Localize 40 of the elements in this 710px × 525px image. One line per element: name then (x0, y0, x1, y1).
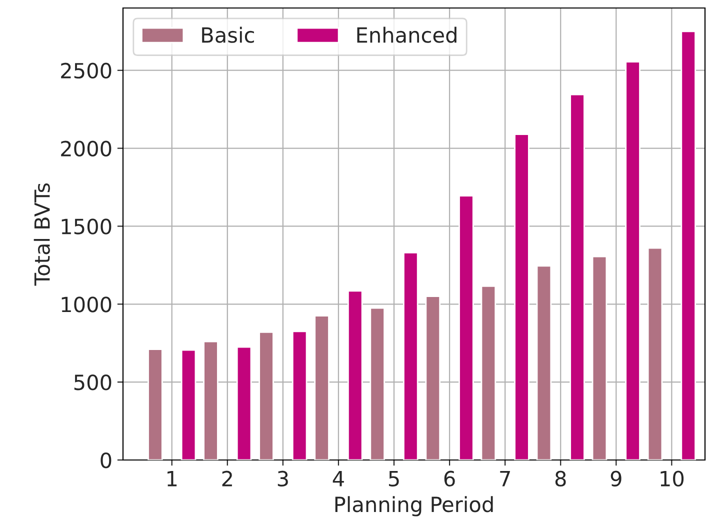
bar (647, 247, 663, 460)
bar (480, 286, 496, 460)
bar (425, 296, 441, 460)
legend-label: Basic (202, 26, 254, 43)
bar (236, 346, 252, 460)
x-tick-label: 8 (555, 470, 566, 487)
y-tick-label: 2500 (61, 62, 112, 79)
bar (258, 332, 274, 460)
bar (536, 265, 552, 460)
bar (458, 195, 474, 460)
y-tick-label: 2000 (61, 140, 112, 156)
y-tick-label: 1000 (62, 296, 112, 312)
bar (514, 134, 530, 460)
x-tick-label: 10 (660, 470, 684, 487)
bar (592, 256, 608, 460)
bar (403, 252, 418, 460)
bar (625, 61, 640, 460)
x-tick-label: 2 (222, 470, 232, 486)
bar (370, 307, 385, 460)
bar (314, 315, 330, 460)
legend-label: Enhanced (357, 26, 456, 43)
x-axis-title: Planning Period (335, 496, 493, 516)
bar (180, 349, 196, 460)
y-tick-label: 1500 (62, 218, 112, 234)
x-tick-label: 1 (168, 471, 177, 486)
bar (570, 94, 585, 460)
bar (347, 290, 363, 460)
bar (148, 348, 163, 460)
bar (680, 30, 696, 460)
bar (292, 330, 308, 460)
y-tick-label: 0 (100, 452, 112, 468)
x-tick-label: 4 (332, 471, 344, 486)
x-tick-label: 7 (500, 471, 510, 486)
y-tick-label: 500 (74, 374, 112, 390)
x-tick-label: 5 (388, 471, 399, 487)
bar (203, 340, 218, 460)
x-tick-label: 9 (610, 470, 622, 487)
x-tick-label: 6 (444, 470, 455, 487)
x-tick-label: 3 (278, 470, 288, 487)
y-axis-title: Total BVTs (34, 183, 50, 286)
